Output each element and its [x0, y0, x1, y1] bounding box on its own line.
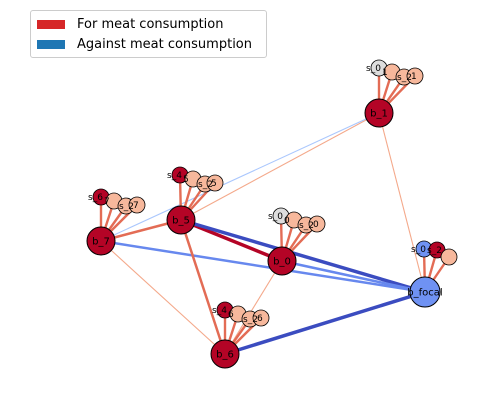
legend-item-for: For meat consumption	[37, 16, 223, 32]
small-node-label-b_7-1: 7	[104, 197, 110, 207]
edge-b_5-b_6	[179, 219, 227, 355]
small-node-label-b_5-0: s_4	[167, 171, 182, 181]
edge-b_7-b_1	[100, 112, 380, 242]
node-b_6	[210, 339, 240, 369]
small-node-label-b_1-0: s_0	[366, 64, 381, 74]
legend-swatch-against	[37, 39, 65, 49]
small-node-label-b_0-2: s_2	[299, 221, 314, 231]
node-b_5	[166, 205, 196, 235]
node-label-b_6: b_6	[216, 350, 234, 361]
small-node-b_7-3	[128, 196, 146, 214]
small-node-label-b_5-3: 5	[211, 179, 217, 189]
legend: For meat consumption Against meat consum…	[30, 10, 267, 58]
small-node-b_focal-2	[440, 248, 458, 266]
node-label-b_0: b_0	[273, 257, 291, 268]
small-nodes-layer: s_0 1 s_2 1s_4 5 s_25s_6 7 s_2 7s_0 0 s_2 0s_4 6 s_2 6…	[88, 59, 458, 328]
big-nodes-layer: b_1 b_5 b_7 b_0 b_6 b_focal	[86, 98, 443, 369]
node-b_0	[267, 246, 297, 276]
small-node-label-b_0-3: 0	[313, 220, 319, 230]
small-node-label-b_1-2: s_2	[397, 73, 412, 83]
node-label-b_7: b_7	[92, 237, 110, 248]
legend-label-against: Against meat consumption	[77, 36, 252, 52]
small-node-label-b_7-0: s_6	[88, 193, 103, 203]
node-label-b_focal: b_focal	[407, 288, 442, 299]
legend-item-against: Against meat consumption	[37, 36, 252, 52]
edge-b_5-b_focal	[180, 218, 426, 294]
edge-b_0-b_6	[224, 260, 283, 355]
edge-b_7-b_6	[100, 240, 226, 355]
small-node-label-b_6-1: 6	[228, 310, 234, 320]
node-label-b_5: b_5	[172, 216, 190, 227]
small-node-label-b_7-3: 7	[133, 201, 139, 211]
edge-b_5-b_0	[180, 218, 283, 263]
small-node-label-b_6-2: s_2	[243, 315, 258, 325]
node-label-b_1: b_1	[370, 109, 388, 120]
small-node-b_6-3	[252, 309, 270, 327]
small-node-label-b_6-0: s_4	[212, 306, 227, 316]
small-node-b_1-3	[406, 67, 424, 85]
small-node-label-b_7-2: s_2	[119, 202, 134, 212]
small-node-b_0-3	[308, 215, 326, 233]
node-b_7	[86, 226, 116, 256]
edge-b_6-b_focal	[224, 290, 426, 356]
small-node-label-b_6-3: 6	[257, 314, 263, 324]
small-node-label-b_focal-0: s_0	[411, 245, 426, 255]
small-node-label-b_5-2: s_2	[198, 180, 213, 190]
edge-b_1-b_focal	[378, 112, 426, 293]
small-node-label-b_1-3: 1	[411, 72, 417, 82]
small-node-label-b_1-1: 1	[382, 68, 388, 78]
small-node-label-b_focal-1: s_2	[427, 246, 442, 256]
legend-swatch-for	[37, 19, 65, 29]
edge-b_5-b_1	[180, 112, 380, 221]
edge-b_0-b_focal	[281, 259, 426, 294]
small-node-label-b_5-1: 5	[183, 175, 189, 185]
node-b_1	[364, 98, 394, 128]
small-node-label-b_0-1: 0	[284, 216, 290, 226]
node-b_focal	[409, 276, 441, 308]
small-node-label-b_0-0: s_0	[268, 212, 283, 222]
small-node-b_5-3	[206, 174, 224, 192]
edge-b_7-b_focal	[100, 239, 426, 294]
legend-label-for: For meat consumption	[77, 16, 224, 32]
